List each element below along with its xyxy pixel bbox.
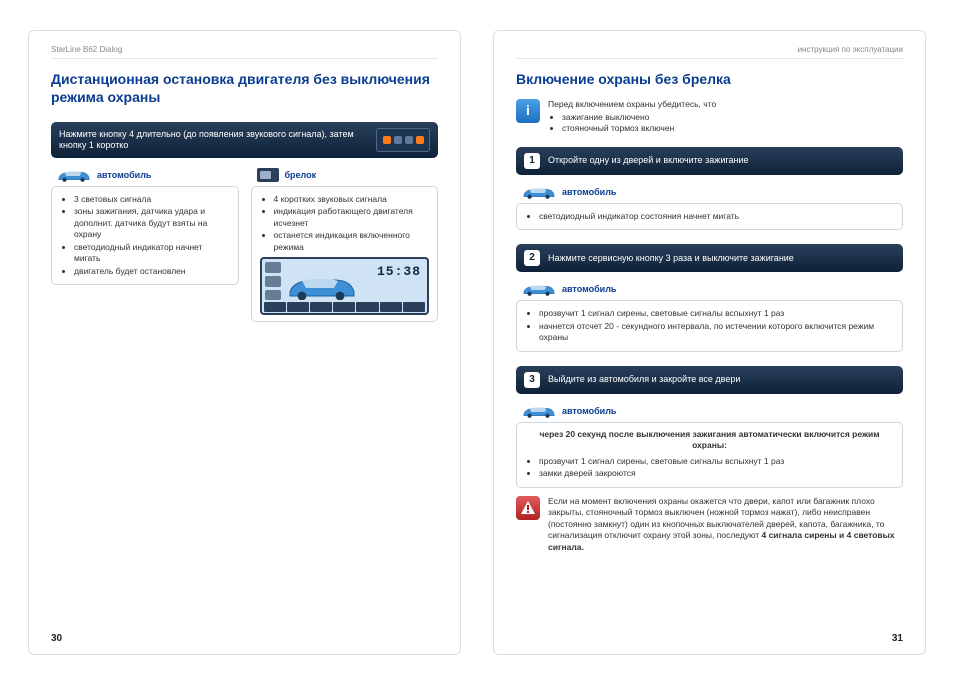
list-item: прозвучит 1 сигнал сирены, световые сигн… (539, 308, 894, 319)
step-box-1: светодиодный индикатор состояния начнет … (516, 203, 903, 230)
step-num-1: 1 (524, 153, 540, 169)
step-num-3: 3 (524, 372, 540, 388)
car-icon (522, 404, 556, 418)
step-box-3: через 20 секунд после выключения зажиган… (516, 422, 903, 488)
list-item: 3 световых сигнала (74, 194, 230, 205)
car-label-tab-3: автомобиль (522, 404, 903, 418)
remote-tab-label: брелок (285, 170, 317, 180)
warning-icon (516, 496, 540, 520)
list-item: светодиодный индикатор состояния начнет … (539, 211, 894, 222)
page-header-right: инструкция по эксплуатации (516, 45, 903, 59)
col-remote: брелок 4 коротких звуковых сигнала индик… (251, 166, 439, 330)
warning-callout: Если на момент включения охраны окажется… (516, 496, 903, 553)
list-item: индикация работающего двигателя исчезнет (274, 206, 430, 229)
left-car-list: 3 световых сигнала зоны зажигания, датчи… (60, 194, 230, 277)
lcd-bottom-icons (264, 302, 426, 312)
list-item: начнется отсчет 20 - секундного интервал… (539, 321, 894, 344)
page-number-right: 31 (892, 633, 903, 644)
list-item: замки дверей закроются (539, 468, 894, 479)
step-num-2: 2 (524, 250, 540, 266)
left-title: Дистанционная остановка двигателя без вы… (51, 71, 438, 106)
lcd-side-icons (265, 262, 281, 300)
info-body: Перед включением охраны убедитесь, что з… (548, 99, 716, 135)
car-tab-label-1: автомобиль (562, 187, 616, 197)
car-icon (522, 282, 556, 296)
left-step-text: Нажмите кнопку 4 длительно (до появления… (59, 129, 368, 152)
list-item: останется индикация включенного режима (274, 230, 430, 253)
car-tab-label-3: автомобиль (562, 406, 616, 416)
car-tab-label: автомобиль (97, 170, 151, 180)
step-text-3: Выйдите из автомобиля и закройте все две… (548, 374, 895, 385)
col-car: автомобиль 3 световых сигнала зоны зажиг… (51, 166, 239, 330)
list-item: двигатель будет остановлен (74, 266, 230, 277)
car-label-tab-2: автомобиль (522, 282, 903, 296)
warning-body: Если на момент включения охраны окажется… (548, 496, 903, 553)
page-left: StarLine B62 Dialog Дистанционная остано… (28, 30, 461, 655)
info-callout: i Перед включением охраны убедитесь, что… (516, 99, 903, 135)
car-label-tab: автомобиль (57, 168, 239, 182)
info-icon: i (516, 99, 540, 123)
page-header-left: StarLine B62 Dialog (51, 45, 438, 59)
lcd-car-icon (286, 272, 358, 300)
left-step-bar: Нажмите кнопку 4 длительно (до появления… (51, 122, 438, 158)
page-spread: StarLine B62 Dialog Дистанционная остано… (28, 30, 926, 655)
car-icon (522, 185, 556, 199)
lcd-display: 15:38 (260, 257, 430, 315)
step-box-2: прозвучит 1 сигнал сирены, световые сигн… (516, 300, 903, 351)
step3-heading: через 20 секунд после выключения зажиган… (525, 429, 894, 452)
left-columns: автомобиль 3 световых сигнала зоны зажиг… (51, 166, 438, 330)
car-tab-label-2: автомобиль (562, 284, 616, 294)
list-item: светодиодный индикатор начнет мигать (74, 242, 230, 265)
right-title: Включение охраны без брелка (516, 71, 903, 89)
page-number-left: 30 (51, 633, 62, 644)
step-text-2: Нажмите сервисную кнопку 3 раза и выключ… (548, 253, 895, 264)
car-icon (57, 168, 91, 182)
left-car-box: 3 световых сигнала зоны зажигания, датчи… (51, 186, 239, 285)
remote-button-glyph (376, 128, 430, 152)
lcd-time: 15:38 (377, 263, 421, 281)
step-bar-3: 3 Выйдите из автомобиля и закройте все д… (516, 366, 903, 394)
list-item: 4 коротких звуковых сигнала (274, 194, 430, 205)
left-remote-box: 4 коротких звуковых сигнала индикация ра… (251, 186, 439, 322)
step-bar-2: 2 Нажмите сервисную кнопку 3 раза и выкл… (516, 244, 903, 272)
step-text-1: Откройте одну из дверей и включите зажиг… (548, 155, 895, 166)
info-lead: Перед включением охраны убедитесь, что (548, 99, 716, 110)
remote-icon (257, 168, 279, 182)
car-label-tab-1: автомобиль (522, 185, 903, 199)
left-remote-list: 4 коротких звуковых сигнала индикация ра… (260, 194, 430, 253)
list-item: прозвучит 1 сигнал сирены, световые сигн… (539, 456, 894, 467)
info-list: зажигание выключено стояночный тормоз вк… (548, 112, 716, 135)
step-bar-1: 1 Откройте одну из дверей и включите заж… (516, 147, 903, 175)
list-item: зажигание выключено (562, 112, 716, 123)
remote-label-tab: брелок (257, 168, 439, 182)
page-right: инструкция по эксплуатации Включение охр… (493, 30, 926, 655)
list-item: зоны зажигания, датчика удара и дополнит… (74, 206, 230, 240)
list-item: стояночный тормоз включен (562, 123, 716, 134)
